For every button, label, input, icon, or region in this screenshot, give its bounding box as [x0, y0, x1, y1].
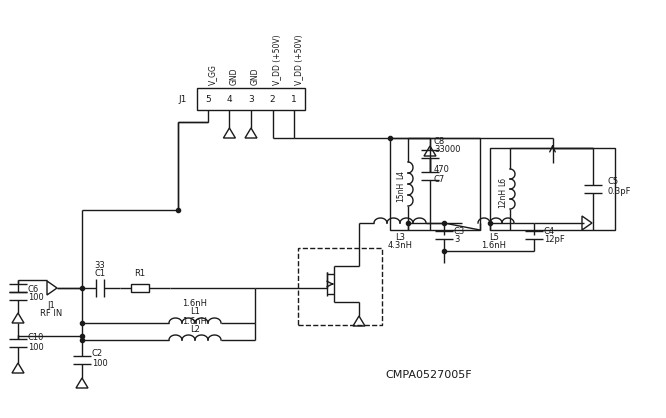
Text: L6: L6: [498, 176, 507, 186]
Bar: [490, 148, 615, 230]
Text: GND: GND: [229, 67, 238, 85]
Text: 0.3pF: 0.3pF: [607, 186, 631, 196]
Text: 3: 3: [248, 94, 254, 104]
Text: C2: C2: [92, 349, 103, 359]
Text: 3: 3: [454, 235, 460, 245]
Text: R1: R1: [135, 270, 146, 278]
Text: V_GG: V_GG: [208, 64, 217, 85]
Text: 1.6nH: 1.6nH: [182, 300, 208, 308]
Text: V_DD (+50V): V_DD (+50V): [294, 34, 303, 85]
Bar: [390, 138, 480, 230]
Bar: [131, 284, 149, 292]
Text: L4: L4: [396, 169, 405, 178]
Text: 100: 100: [92, 359, 108, 367]
Text: C5: C5: [607, 176, 618, 186]
Text: L1: L1: [190, 308, 200, 316]
Text: 4.3nH: 4.3nH: [388, 240, 412, 250]
Text: C4: C4: [544, 227, 555, 235]
Text: 33000: 33000: [434, 145, 460, 155]
Text: 4: 4: [226, 94, 232, 104]
Text: 1.6nH: 1.6nH: [482, 240, 507, 250]
Text: 33: 33: [95, 262, 105, 270]
Text: 1.6nH: 1.6nH: [182, 316, 208, 326]
Text: 2: 2: [270, 94, 276, 104]
Text: L5: L5: [489, 232, 499, 242]
Bar: [298, 248, 382, 325]
Text: 100: 100: [28, 293, 44, 303]
Text: 1: 1: [291, 94, 297, 104]
Text: CMPA0527005F: CMPA0527005F: [385, 370, 472, 380]
Text: L3: L3: [395, 232, 405, 242]
Text: 12pF: 12pF: [544, 235, 565, 245]
Text: C8: C8: [434, 138, 446, 146]
Text: GND: GND: [251, 67, 260, 85]
Text: J1: J1: [178, 94, 187, 104]
Text: C6: C6: [28, 285, 39, 293]
Text: L2: L2: [190, 324, 200, 334]
Text: C10: C10: [28, 334, 45, 342]
Bar: [197, 88, 305, 110]
Text: J1: J1: [47, 301, 55, 311]
Text: C1: C1: [95, 270, 106, 278]
Text: 5: 5: [205, 94, 210, 104]
Text: 12nH: 12nH: [498, 188, 507, 208]
Text: C3: C3: [454, 227, 466, 235]
Text: V_DD (+50V): V_DD (+50V): [272, 34, 282, 85]
Text: RF IN: RF IN: [40, 309, 62, 319]
Text: C7: C7: [434, 174, 446, 184]
Text: 100: 100: [28, 342, 44, 352]
Text: 470: 470: [434, 166, 450, 174]
Text: 15nH: 15nH: [396, 182, 405, 202]
